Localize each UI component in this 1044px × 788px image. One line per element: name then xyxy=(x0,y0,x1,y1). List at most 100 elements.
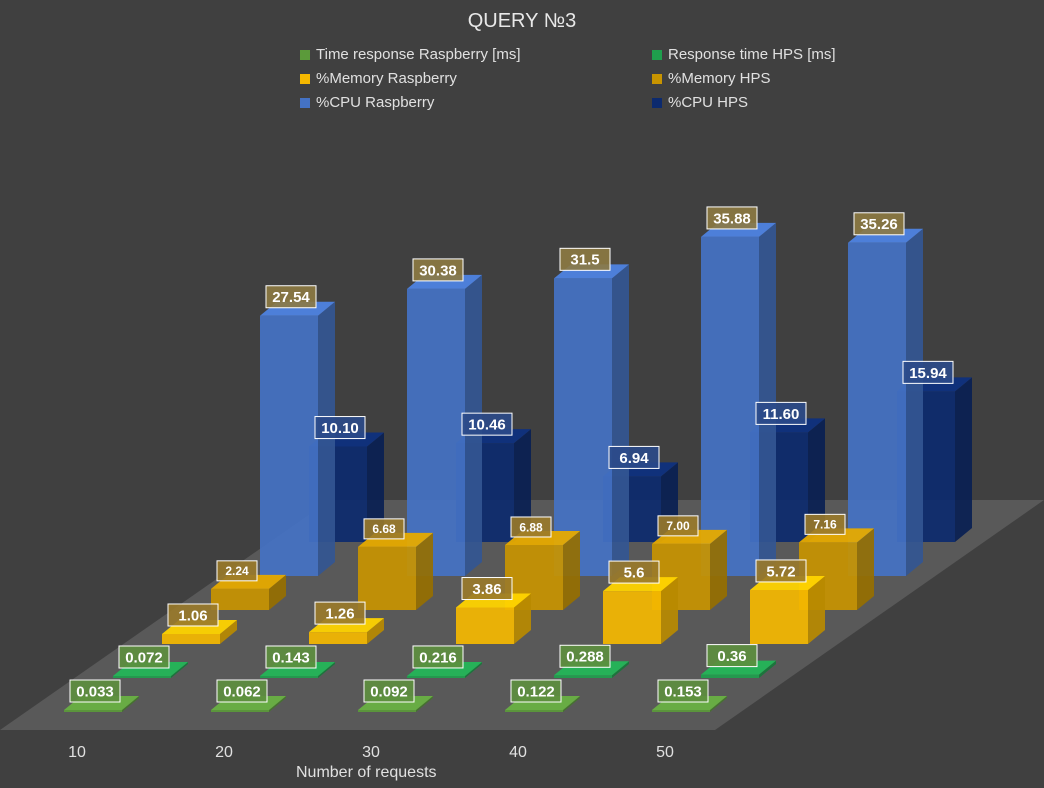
legend-label: Response time HPS [ms] xyxy=(668,46,836,63)
data-label: 0.062 xyxy=(216,679,268,703)
legend-label: Time response Raspberry [ms] xyxy=(316,46,521,63)
data-label-text: 6.88 xyxy=(519,520,543,534)
data-label-text: 6.94 xyxy=(619,450,649,467)
bar-front-face xyxy=(603,591,661,644)
bar-side-face xyxy=(906,228,923,576)
bar-side-face xyxy=(612,264,629,576)
data-label: 11.60 xyxy=(755,401,807,425)
data-label-text: 0.288 xyxy=(566,649,604,666)
bar-side-face xyxy=(171,662,188,678)
data-label-text: 11.60 xyxy=(763,406,800,423)
data-label-box xyxy=(461,577,513,601)
data-label: 0.288 xyxy=(559,644,611,668)
legend-swatch xyxy=(652,49,662,60)
bar-side-face xyxy=(514,593,531,644)
bar-side-face xyxy=(367,618,384,644)
data-label: 35.26 xyxy=(853,212,905,236)
x-tick-label: 40 xyxy=(509,744,527,761)
legend-item-mem-rasp: %Memory Raspberry xyxy=(300,70,457,87)
legend-label: %CPU Raspberry xyxy=(316,94,435,111)
data-label: 7.16 xyxy=(804,513,846,535)
data-label-text: 0.36 xyxy=(717,648,746,665)
bar-front-face xyxy=(358,546,416,610)
bar-front-face xyxy=(211,710,269,712)
data-label-box xyxy=(363,679,415,703)
bar-side-face xyxy=(857,528,874,610)
data-label-text: 31.5 xyxy=(570,252,599,269)
bar-front-face xyxy=(554,675,612,678)
bar-front-face xyxy=(407,675,465,678)
data-label-text: 2.24 xyxy=(225,564,249,578)
bar-side-face xyxy=(269,574,286,610)
bar-side-face xyxy=(759,660,776,678)
legend-swatch xyxy=(652,97,662,108)
bar-front-face xyxy=(848,242,906,576)
data-label: 2.24 xyxy=(216,560,258,582)
data-label: 7.00 xyxy=(657,515,699,537)
data-label: 5.72 xyxy=(755,559,807,583)
data-label-text: 5.6 xyxy=(624,564,645,581)
data-label-box xyxy=(510,516,552,538)
bar-front-face xyxy=(211,588,269,610)
data-label-box xyxy=(559,247,611,271)
bar-front-face xyxy=(309,632,367,644)
legend-label: %Memory Raspberry xyxy=(316,70,457,87)
data-label: 0.122 xyxy=(510,679,562,703)
data-label-text: 0.153 xyxy=(664,683,702,700)
bar-4-3 xyxy=(701,222,776,576)
data-label: 0.143 xyxy=(265,645,317,669)
bar-side-face xyxy=(416,696,433,712)
data-label-text: 10.46 xyxy=(468,417,506,434)
bar-side-face xyxy=(710,696,727,712)
bar-side-face xyxy=(808,575,825,644)
bar-side-face xyxy=(612,661,629,678)
data-label-box xyxy=(853,212,905,236)
data-label-box xyxy=(216,560,258,582)
data-label: 10.46 xyxy=(461,412,513,436)
data-label-text: 0.143 xyxy=(272,649,310,666)
bar-front-face xyxy=(260,315,318,576)
data-label: 0.153 xyxy=(657,679,709,703)
data-label-text: 35.26 xyxy=(860,216,898,233)
data-label-box xyxy=(461,412,513,436)
data-label-box xyxy=(608,560,660,584)
bar-side-face xyxy=(514,429,531,542)
data-label-box xyxy=(314,601,366,625)
bar-4-2 xyxy=(554,264,629,576)
data-label-box xyxy=(706,644,758,668)
data-label-text: 0.122 xyxy=(517,683,555,700)
bar-front-face xyxy=(750,589,808,644)
bar-2-3 xyxy=(603,577,678,644)
legend-swatch xyxy=(300,73,310,84)
bar-front-face xyxy=(358,710,416,712)
legend-swatch xyxy=(300,97,310,108)
data-label-text: 35.88 xyxy=(713,210,751,227)
data-label: 0.072 xyxy=(118,645,170,669)
data-label-text: 3.86 xyxy=(472,581,501,598)
x-tick-label: 10 xyxy=(68,744,86,761)
bar-side-face xyxy=(465,661,482,678)
bar-front-face xyxy=(407,288,465,576)
data-label: 35.88 xyxy=(706,206,758,230)
bar-side-face xyxy=(759,222,776,576)
data-label-box xyxy=(118,645,170,669)
data-label-box xyxy=(657,679,709,703)
data-label-box xyxy=(657,515,699,537)
bar-front-face xyxy=(505,710,563,712)
data-label-text: 0.216 xyxy=(419,649,457,666)
data-label-text: 0.062 xyxy=(223,683,261,700)
bar-front-face xyxy=(701,236,759,576)
data-label-box xyxy=(412,645,464,669)
data-label: 5.6 xyxy=(608,560,660,584)
data-label-box xyxy=(265,645,317,669)
data-label: 0.216 xyxy=(412,645,464,669)
bar-front-face xyxy=(456,607,514,644)
data-label-text: 5.72 xyxy=(766,563,795,580)
data-label: 3.86 xyxy=(461,577,513,601)
bar-2-2 xyxy=(456,593,531,644)
data-label-text: 1.26 xyxy=(325,605,354,622)
data-label-text: 0.033 xyxy=(76,683,114,700)
data-label-box xyxy=(755,559,807,583)
bar-side-face xyxy=(416,532,433,610)
data-label: 1.26 xyxy=(314,601,366,625)
